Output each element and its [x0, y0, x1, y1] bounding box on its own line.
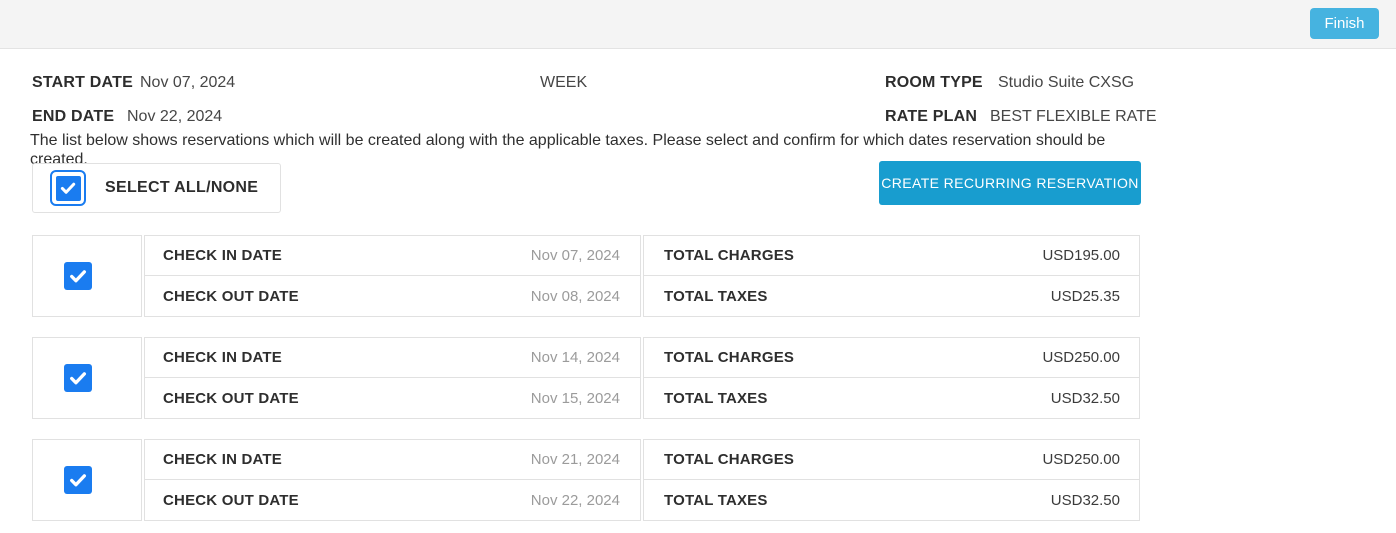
create-recurring-reservation-button[interactable]: CREATE RECURRING RESERVATION — [879, 161, 1141, 205]
total-charges-row: TOTAL CHARGES USD250.00 — [644, 338, 1139, 378]
frequency-value: WEEK — [540, 74, 588, 91]
dates-table: CHECK IN DATE Nov 14, 2024 CHECK OUT DAT… — [144, 337, 641, 419]
reservation-checkbox-cell — [32, 337, 142, 419]
checkbox-checked-icon — [55, 175, 81, 201]
total-taxes-row: TOTAL TAXES USD25.35 — [644, 276, 1139, 316]
total-charges-row: TOTAL CHARGES USD250.00 — [644, 440, 1139, 480]
total-taxes-label: TOTAL TAXES — [664, 389, 768, 407]
end-date-value: Nov 22, 2024 — [127, 108, 223, 125]
check-in-value: Nov 14, 2024 — [530, 349, 620, 366]
reservation-checkbox-cell — [32, 439, 142, 521]
room-type-value: Studio Suite CXSG — [998, 74, 1135, 91]
rate-plan-label: RATE PLAN — [885, 108, 978, 125]
check-in-label: CHECK IN DATE — [163, 349, 282, 366]
totals-table: TOTAL CHARGES USD195.00 TOTAL TAXES USD2… — [643, 235, 1140, 317]
check-out-row: CHECK OUT DATE Nov 22, 2024 — [145, 480, 640, 520]
check-in-row: CHECK IN DATE Nov 14, 2024 — [145, 338, 640, 378]
start-date-value: Nov 07, 2024 — [140, 74, 236, 91]
total-charges-value: USD250.00 — [1042, 451, 1120, 468]
check-in-label: CHECK IN DATE — [163, 247, 282, 264]
select-all-label: SELECT ALL/NONE — [105, 179, 259, 196]
reservation-checkbox-cell — [32, 235, 142, 317]
total-taxes-value: USD25.35 — [1050, 287, 1120, 305]
total-taxes-value: USD32.50 — [1050, 389, 1120, 407]
reservation-checkbox[interactable] — [64, 466, 92, 494]
total-taxes-label: TOTAL TAXES — [664, 287, 768, 305]
total-taxes-value: USD32.50 — [1050, 491, 1120, 509]
start-date-label: START DATE — [32, 74, 133, 91]
check-in-label: CHECK IN DATE — [163, 451, 282, 468]
check-out-label: CHECK OUT DATE — [163, 491, 299, 509]
check-out-row: CHECK OUT DATE Nov 08, 2024 — [145, 276, 640, 316]
total-charges-value: USD250.00 — [1042, 349, 1120, 366]
reservation-summary: START DATE Nov 07, 2024 WEEK ROOM TYPE S… — [0, 0, 1396, 168]
total-taxes-label: TOTAL TAXES — [664, 491, 768, 509]
check-out-value: Nov 22, 2024 — [530, 491, 620, 509]
total-charges-label: TOTAL CHARGES — [664, 349, 795, 366]
check-in-row: CHECK IN DATE Nov 07, 2024 — [145, 236, 640, 276]
totals-table: TOTAL CHARGES USD250.00 TOTAL TAXES USD3… — [643, 439, 1140, 521]
select-all-checkbox[interactable] — [50, 170, 86, 206]
reservation-row: CHECK IN DATE Nov 07, 2024 CHECK OUT DAT… — [32, 235, 1140, 317]
reservation-checkbox[interactable] — [64, 262, 92, 290]
total-taxes-row: TOTAL TAXES USD32.50 — [644, 378, 1139, 418]
check-in-row: CHECK IN DATE Nov 21, 2024 — [145, 440, 640, 480]
dates-table: CHECK IN DATE Nov 07, 2024 CHECK OUT DAT… — [144, 235, 641, 317]
reservation-row: CHECK IN DATE Nov 21, 2024 CHECK OUT DAT… — [32, 439, 1140, 521]
topbar: Finish — [0, 0, 1396, 49]
check-out-value: Nov 08, 2024 — [530, 287, 620, 305]
totals-table: TOTAL CHARGES USD250.00 TOTAL TAXES USD3… — [643, 337, 1140, 419]
total-charges-row: TOTAL CHARGES USD195.00 — [644, 236, 1139, 276]
dates-table: CHECK IN DATE Nov 21, 2024 CHECK OUT DAT… — [144, 439, 641, 521]
check-in-value: Nov 21, 2024 — [530, 451, 620, 468]
finish-button[interactable]: Finish — [1310, 8, 1379, 39]
check-in-value: Nov 07, 2024 — [530, 247, 620, 264]
total-taxes-row: TOTAL TAXES USD32.50 — [644, 480, 1139, 520]
check-out-label: CHECK OUT DATE — [163, 389, 299, 407]
total-charges-label: TOTAL CHARGES — [664, 451, 795, 468]
reservation-checkbox[interactable] — [64, 364, 92, 392]
check-out-value: Nov 15, 2024 — [530, 389, 620, 407]
room-type-label: ROOM TYPE — [885, 74, 983, 91]
reservation-row: CHECK IN DATE Nov 14, 2024 CHECK OUT DAT… — [32, 337, 1140, 419]
check-out-label: CHECK OUT DATE — [163, 287, 299, 305]
check-out-row: CHECK OUT DATE Nov 15, 2024 — [145, 378, 640, 418]
select-all-card[interactable]: SELECT ALL/NONE — [32, 163, 281, 213]
total-charges-label: TOTAL CHARGES — [664, 247, 795, 264]
end-date-label: END DATE — [32, 108, 115, 125]
total-charges-value: USD195.00 — [1042, 247, 1120, 264]
rate-plan-value: BEST FLEXIBLE RATE — [990, 108, 1157, 125]
